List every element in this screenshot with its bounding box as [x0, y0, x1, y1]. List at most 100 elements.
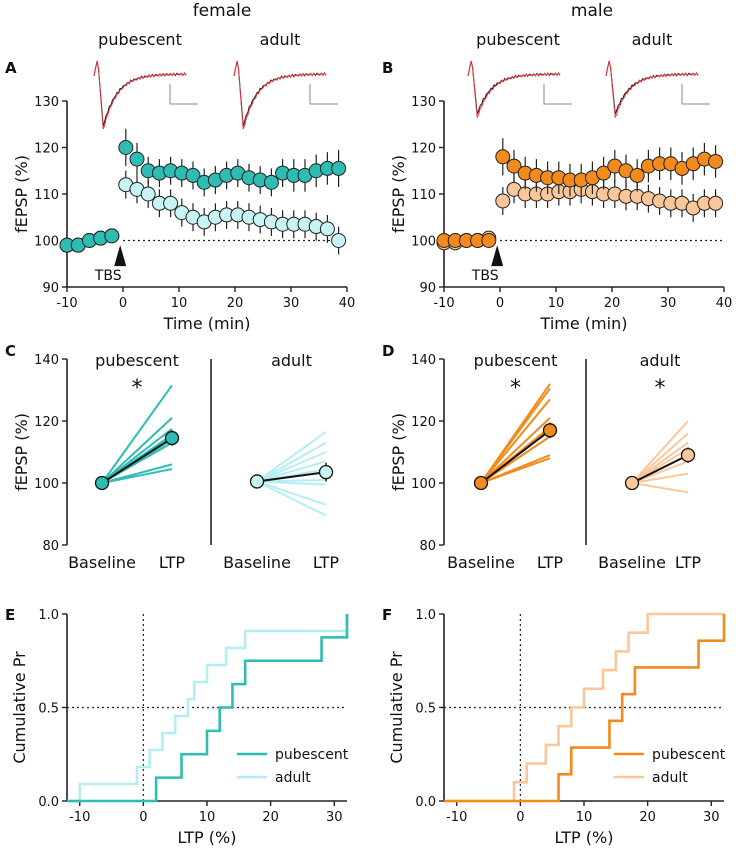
individual-line [631, 482, 689, 494]
x-tick-label: 0 [516, 810, 524, 825]
data-point-adult [319, 221, 335, 237]
trace-baseline-female-pubescent [93, 60, 187, 127]
mean-point-ltp [680, 447, 696, 463]
trace-baseline-female-adult [233, 60, 327, 127]
x-category-label: LTP [159, 553, 185, 572]
data-point-adult [708, 195, 724, 211]
data-point-pubescent [629, 167, 645, 183]
y-tick-label: 90 [42, 281, 59, 296]
data-point-adult [140, 186, 156, 202]
panel-letter: F [382, 606, 392, 624]
x-tick-label: -10 [56, 296, 77, 311]
individual-line [256, 460, 327, 483]
y-tick-label: 120 [411, 142, 436, 157]
x-category-label: LTP [313, 553, 339, 572]
scale-bar-male-adult [681, 84, 710, 105]
y-axis-label: Cumulative Pr [10, 651, 29, 764]
y-tick-label: 100 [34, 477, 59, 492]
individual-line [256, 441, 327, 483]
x-tick-label: 0 [119, 296, 127, 311]
subplot-title: pubescent [474, 351, 558, 370]
y-tick-label: 130 [411, 95, 436, 110]
panel-e-cumulative: E 0.0 0.5 1.0 -10 0 10 20 30 LTP (%) Cumulative Pr… [5, 606, 349, 847]
panel-f-cumulative: F 0.0 0.5 1.0 -10 0 10 20 30 LTP (%) Cumulative Pr… [382, 606, 726, 847]
x-tick-label: 10 [199, 810, 216, 825]
cdf-curve-pubescent [67, 614, 349, 803]
data-point-adult [331, 233, 347, 248]
individual-line [480, 387, 551, 484]
y-tick-label: 1.0 [38, 608, 59, 623]
y-tick-label: 140 [34, 353, 59, 368]
x-tick-label: 20 [604, 296, 621, 311]
individual-line [256, 480, 327, 486]
data-point-adult [495, 193, 511, 209]
panel-letter: D [382, 342, 394, 360]
scale-bar-female-adult [309, 84, 338, 105]
header-female: female [193, 1, 252, 21]
trace-ltp-male-pubescent [467, 60, 561, 119]
x-tick-label: 10 [576, 810, 593, 825]
tbs-label: TBS [471, 268, 499, 284]
mean-line [480, 429, 551, 484]
tbs-arrow [114, 245, 127, 267]
y-tick-label: 120 [411, 415, 436, 430]
data-point-pubescent [263, 174, 279, 190]
x-category-label: Baseline [223, 553, 291, 572]
y-tick-label: 0.0 [415, 795, 436, 810]
individual-line [480, 398, 551, 484]
x-axis-label: LTP (%) [555, 828, 614, 847]
scale-bar-female-pubescent [169, 84, 198, 105]
y-axis-label: fEPSP (%) [389, 413, 408, 491]
individual-line [631, 420, 689, 484]
legend-label-pubescent: pubescent [275, 747, 349, 763]
trace-ltp-male-adult [605, 60, 699, 119]
example-traces [93, 60, 710, 130]
x-tick-label: 20 [639, 810, 656, 825]
y-tick-label: 110 [411, 188, 436, 203]
cdf-curve-pubescent [444, 614, 726, 803]
trace-ltp-female-pubescent [93, 60, 187, 130]
y-tick-label: 1.0 [415, 608, 436, 623]
y-tick-label: 100 [411, 235, 436, 250]
data-point-pubescent [506, 158, 522, 174]
header-male: male [571, 1, 613, 21]
subplot-title: adult [271, 351, 312, 370]
x-tick-label: 20 [227, 296, 244, 311]
y-axis-label: fEPSP (%) [389, 155, 408, 233]
y-tick-label: 100 [411, 477, 436, 492]
trace-ltp-female-adult [233, 60, 327, 130]
data-point-pubescent [708, 153, 724, 169]
individual-line [256, 480, 327, 517]
panel-a-time-course: A 90 100 110 120 130 -10 0 10 20 30 40 Time (min) fEP… [5, 59, 355, 333]
individual-line [101, 417, 173, 484]
x-tick-label: 30 [283, 296, 300, 311]
y-tick-label: 130 [34, 95, 59, 110]
individual-line [256, 431, 327, 483]
x-tick-label: 20 [262, 810, 279, 825]
y-tick-label: 120 [34, 142, 59, 157]
x-category-label: LTP [675, 553, 701, 572]
individual-line [256, 480, 327, 506]
y-tick-label: 80 [42, 539, 59, 554]
significance-star: * [655, 376, 666, 401]
legend-label-pubescent: pubescent [652, 747, 726, 763]
panel-letter: B [382, 59, 393, 77]
individual-line [101, 468, 173, 484]
x-tick-label: -10 [446, 810, 467, 825]
mean-line [101, 437, 173, 484]
x-category-label: Baseline [447, 553, 515, 572]
y-axis-label: fEPSP (%) [12, 155, 31, 233]
individual-line [480, 417, 551, 484]
y-tick-label: 0.5 [38, 702, 59, 717]
y-tick-label: 100 [34, 235, 59, 250]
panel-letter: C [5, 342, 16, 360]
individual-line [631, 432, 689, 484]
x-tick-label: 30 [660, 296, 677, 311]
tbs-label: TBS [94, 268, 122, 284]
x-tick-label: 40 [339, 296, 356, 311]
y-tick-label: 120 [34, 415, 59, 430]
mean-point-ltp [318, 464, 334, 480]
cdf-curve-adult [67, 614, 349, 803]
x-axis-label: Time (min) [163, 314, 251, 333]
